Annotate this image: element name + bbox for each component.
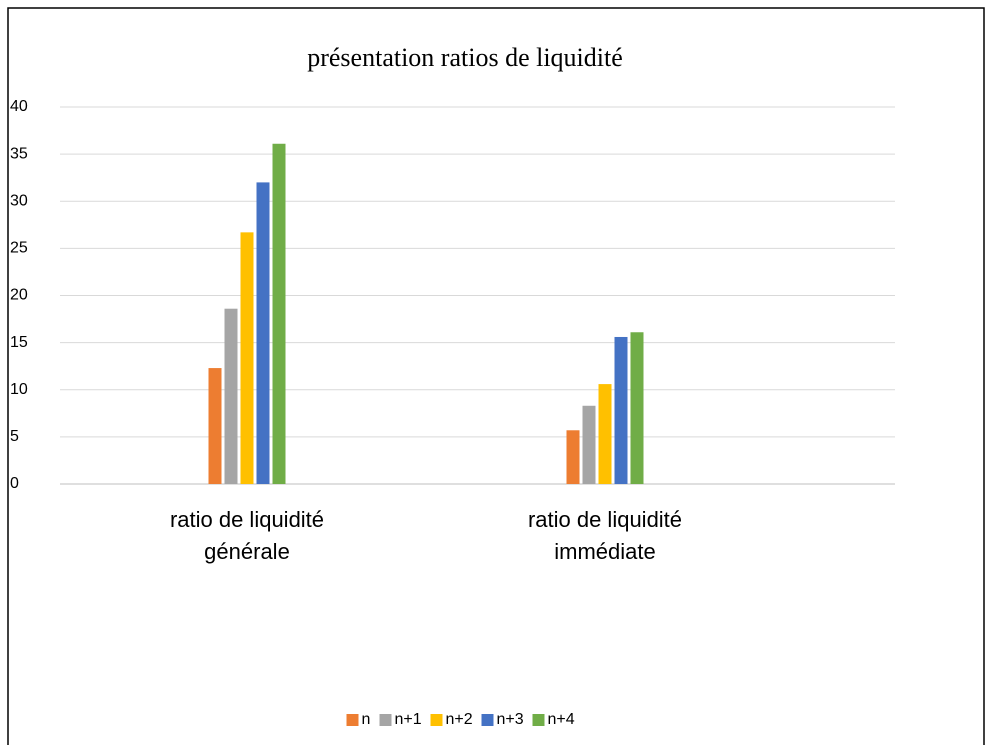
y-tick-label: 20 [10, 287, 28, 304]
y-tick-label: 40 [10, 98, 28, 115]
bar [224, 308, 238, 484]
bar [256, 182, 270, 484]
legend-swatch [430, 714, 443, 726]
legend-swatch [346, 714, 359, 726]
chart-title: présentation ratios de liquidité [307, 43, 623, 72]
legend-swatch [532, 714, 545, 726]
legend-label: n+1 [395, 711, 422, 728]
bar [208, 368, 222, 484]
y-tick-label: 25 [10, 240, 28, 257]
legend-label: n+2 [446, 711, 473, 728]
legend-label: n [362, 711, 371, 728]
y-tick-label: 35 [10, 145, 28, 162]
bar [598, 384, 612, 484]
bar [240, 232, 254, 484]
bar [272, 143, 286, 484]
bar [566, 430, 580, 484]
x-tick-label: ratio de liquidité immédiate [527, 507, 683, 564]
y-tick-label: 15 [10, 334, 28, 351]
y-tick-label: 5 [10, 428, 19, 445]
x-tick-label: ratio de liquidité générale [169, 507, 325, 564]
y-tick-label: 10 [10, 381, 28, 398]
y-tick-label: 30 [10, 192, 28, 209]
legend-label: n+4 [548, 711, 575, 728]
y-tick-label: 0 [10, 475, 19, 492]
bar [614, 336, 628, 484]
legend-swatch [379, 714, 392, 726]
legend-swatch [481, 714, 494, 726]
bar [630, 332, 644, 484]
chart-border [7, 7, 985, 745]
bar [582, 405, 596, 484]
legend-label: n+3 [497, 711, 524, 728]
